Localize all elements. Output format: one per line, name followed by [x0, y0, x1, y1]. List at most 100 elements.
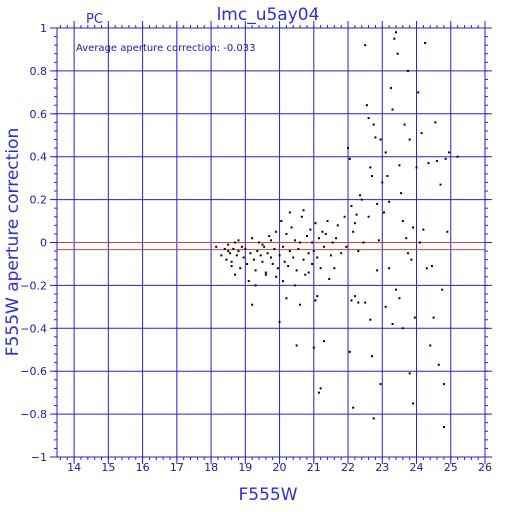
- data-point: [316, 295, 319, 298]
- data-point: [406, 252, 409, 255]
- data-point: [371, 355, 374, 358]
- data-point: [329, 254, 332, 257]
- data-point: [384, 305, 387, 308]
- data-point: [312, 346, 315, 349]
- data-point: [317, 237, 320, 240]
- y-tick-label: 0.8: [30, 65, 48, 78]
- data-point: [285, 297, 288, 300]
- data-point: [319, 387, 322, 390]
- data-point: [456, 155, 459, 158]
- reference-lines: [57, 242, 485, 251]
- data-point: [220, 254, 223, 257]
- data-point: [396, 52, 399, 55]
- data-point: [228, 252, 231, 255]
- data-point: [384, 151, 387, 154]
- data-point: [251, 303, 254, 306]
- data-point: [430, 265, 433, 268]
- data-point: [227, 250, 230, 253]
- data-point: [434, 121, 437, 124]
- data-point: [417, 91, 420, 94]
- data-point: [311, 241, 314, 244]
- data-point: [273, 247, 276, 250]
- x-tick-label: 21: [307, 461, 321, 474]
- x-tick-label: 19: [238, 461, 252, 474]
- data-point: [230, 265, 233, 268]
- x-tick-label: 15: [101, 461, 115, 474]
- data-point: [311, 262, 314, 265]
- data-point: [376, 202, 379, 205]
- detector-label: PC: [86, 12, 103, 27]
- data-point: [249, 252, 252, 255]
- data-point: [254, 269, 257, 272]
- data-point: [429, 344, 432, 347]
- data-point: [252, 258, 255, 261]
- data-point: [335, 237, 338, 240]
- data-point: [312, 250, 315, 253]
- data-point: [276, 267, 279, 270]
- data-point: [374, 136, 377, 139]
- data-point: [230, 260, 233, 263]
- data-point: [271, 262, 274, 265]
- data-point: [398, 297, 401, 300]
- data-point: [317, 391, 320, 394]
- data-point: [319, 267, 322, 270]
- data-point: [275, 230, 278, 233]
- data-point: [352, 406, 355, 409]
- data-point: [242, 256, 245, 259]
- data-point: [259, 254, 262, 257]
- data-point: [268, 235, 271, 238]
- data-point: [235, 254, 238, 257]
- data-point: [406, 69, 409, 72]
- y-tick-label: −0.2: [20, 279, 47, 292]
- data-point: [302, 209, 305, 212]
- data-point: [369, 166, 372, 169]
- data-point: [403, 123, 406, 126]
- data-point: [232, 247, 235, 250]
- data-point: [321, 230, 324, 233]
- data-point: [401, 327, 404, 330]
- data-point: [285, 232, 288, 235]
- data-point: [227, 243, 230, 246]
- x-tick-label: 17: [170, 461, 184, 474]
- data-point: [305, 235, 308, 238]
- x-tick-label: 23: [375, 461, 389, 474]
- data-point: [326, 220, 329, 223]
- data-point: [379, 138, 382, 141]
- data-point: [425, 267, 428, 270]
- data-point: [323, 245, 326, 248]
- data-point: [367, 117, 370, 120]
- data-point: [350, 299, 353, 302]
- data-point: [292, 256, 295, 259]
- data-point: [444, 157, 447, 160]
- data-point: [398, 164, 401, 167]
- y-tick-label: −0.6: [20, 365, 47, 378]
- data-points: [215, 31, 459, 428]
- data-point: [386, 175, 389, 178]
- y-tick-label: −0.4: [20, 322, 47, 335]
- data-point: [381, 181, 384, 184]
- data-point: [432, 316, 435, 319]
- data-point: [436, 159, 439, 162]
- data-point: [307, 252, 310, 255]
- data-point: [300, 215, 303, 218]
- data-point: [357, 250, 360, 253]
- data-point: [324, 232, 327, 235]
- x-tick-label: 20: [273, 461, 287, 474]
- data-point: [420, 132, 423, 135]
- x-tick-label: 24: [410, 461, 424, 474]
- data-point: [336, 224, 339, 227]
- data-point: [412, 402, 415, 405]
- data-point: [331, 241, 334, 244]
- data-point: [293, 239, 296, 242]
- data-point: [314, 299, 317, 302]
- data-point: [400, 192, 403, 195]
- data-point: [299, 303, 302, 306]
- data-point: [446, 230, 449, 233]
- data-point: [307, 271, 310, 274]
- data-point: [287, 265, 290, 268]
- data-point: [410, 258, 413, 261]
- data-point: [299, 241, 302, 244]
- data-point: [256, 250, 259, 253]
- data-point: [367, 215, 370, 218]
